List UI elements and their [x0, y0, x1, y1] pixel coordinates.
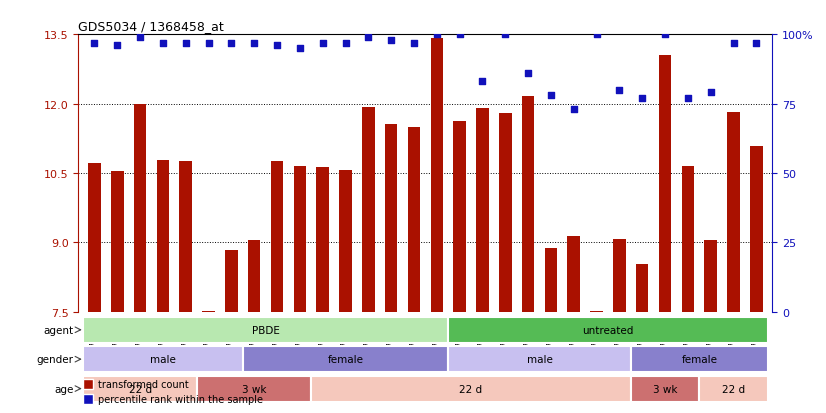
Text: untreated: untreated: [582, 325, 634, 335]
Bar: [636, 265, 648, 312]
Point: [111, 43, 124, 50]
Bar: [311, 376, 631, 401]
Point: [179, 40, 192, 47]
Bar: [271, 161, 283, 312]
Point: [248, 40, 261, 47]
Bar: [83, 376, 197, 401]
Text: age: age: [55, 384, 74, 394]
Bar: [700, 376, 767, 401]
Text: 22 d: 22 d: [722, 384, 745, 394]
Bar: [430, 39, 443, 312]
Bar: [408, 127, 420, 312]
Bar: [453, 121, 466, 312]
Point: [636, 95, 649, 102]
Point: [590, 32, 603, 38]
Point: [704, 90, 717, 97]
Text: 3 wk: 3 wk: [653, 384, 677, 394]
Point: [293, 45, 306, 52]
Point: [88, 40, 101, 47]
Bar: [225, 250, 238, 312]
Bar: [631, 376, 700, 401]
Bar: [476, 109, 489, 312]
Bar: [248, 240, 260, 312]
Point: [681, 95, 695, 102]
Text: 3 wk: 3 wk: [242, 384, 267, 394]
Bar: [243, 347, 449, 372]
Point: [316, 40, 330, 47]
Point: [385, 37, 398, 44]
Point: [499, 32, 512, 38]
Point: [750, 40, 763, 47]
Point: [156, 40, 169, 47]
Bar: [88, 163, 101, 312]
Bar: [83, 347, 243, 372]
Point: [567, 107, 581, 113]
Bar: [449, 317, 767, 343]
Point: [270, 43, 283, 50]
Bar: [499, 114, 511, 312]
Legend: transformed count, percentile rank within the sample: transformed count, percentile rank withi…: [83, 379, 263, 404]
Bar: [202, 311, 215, 312]
Point: [339, 40, 352, 47]
Bar: [316, 167, 329, 312]
Text: 22 d: 22 d: [129, 384, 152, 394]
Point: [453, 32, 466, 38]
Point: [521, 71, 534, 77]
Point: [362, 35, 375, 41]
Point: [430, 32, 444, 38]
Bar: [631, 347, 767, 372]
Bar: [197, 376, 311, 401]
Point: [407, 40, 420, 47]
Bar: [659, 56, 672, 312]
Text: agent: agent: [44, 325, 74, 335]
Bar: [567, 237, 580, 312]
Bar: [157, 161, 169, 312]
Bar: [293, 166, 306, 312]
Text: gender: gender: [36, 354, 74, 364]
Bar: [727, 113, 740, 312]
Text: male: male: [150, 354, 176, 364]
Point: [613, 87, 626, 94]
Bar: [591, 311, 603, 312]
Point: [658, 32, 672, 38]
Text: female: female: [327, 354, 363, 364]
Bar: [385, 125, 397, 312]
Bar: [449, 347, 631, 372]
Point: [544, 93, 558, 99]
Text: PBDE: PBDE: [252, 325, 279, 335]
Bar: [613, 239, 625, 312]
Bar: [544, 248, 558, 312]
Text: male: male: [526, 354, 553, 364]
Text: 22 d: 22 d: [459, 384, 482, 394]
Point: [202, 40, 215, 47]
Bar: [339, 171, 352, 312]
Bar: [681, 166, 694, 312]
Bar: [705, 240, 717, 312]
Bar: [179, 161, 192, 312]
Bar: [750, 147, 762, 312]
Point: [476, 79, 489, 85]
Bar: [362, 107, 375, 312]
Bar: [111, 172, 124, 312]
Text: GDS5034 / 1368458_at: GDS5034 / 1368458_at: [78, 19, 224, 33]
Text: female: female: [681, 354, 717, 364]
Bar: [134, 105, 146, 312]
Bar: [83, 317, 449, 343]
Point: [727, 40, 740, 47]
Point: [134, 35, 147, 41]
Point: [225, 40, 238, 47]
Bar: [522, 97, 534, 312]
